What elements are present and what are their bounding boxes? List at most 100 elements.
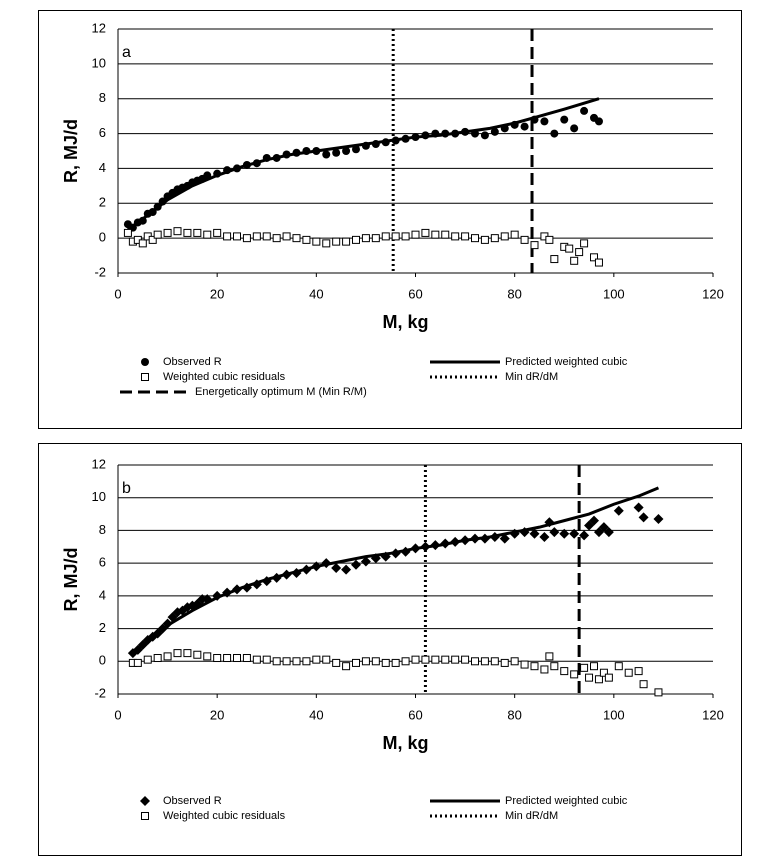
data-point: [580, 239, 589, 248]
data-point: [153, 654, 162, 663]
data-point: [272, 657, 281, 666]
data-point: [490, 234, 499, 243]
data-point: [292, 657, 301, 666]
y-tick-label: 6: [99, 555, 106, 570]
data-point: [153, 230, 162, 239]
data-point: [133, 658, 142, 667]
data-point: [585, 673, 594, 682]
data-point: [614, 662, 623, 671]
data-point: [322, 239, 331, 248]
data-point: [480, 657, 489, 666]
legend-label: Min dR/dM: [505, 371, 558, 383]
data-point: [575, 248, 584, 257]
data-point: [559, 528, 570, 539]
data-point: [599, 668, 608, 677]
data-point: [401, 657, 410, 666]
panel-label: b: [122, 480, 131, 497]
y-tick-label: 0: [99, 653, 106, 668]
legend-label: Weighted cubic residuals: [163, 371, 286, 383]
data-point: [262, 655, 271, 664]
x-tick-label: 40: [309, 707, 323, 722]
panel-frame: [38, 10, 742, 429]
panel-frame: [38, 443, 742, 856]
data-point: [223, 654, 232, 663]
data-point: [123, 228, 132, 237]
y-tick-label: 12: [92, 456, 106, 471]
data-point: [589, 515, 599, 526]
y-axis-label: R, MJ/d: [61, 119, 81, 183]
data-point: [322, 655, 331, 664]
data-point: [361, 234, 370, 243]
data-point: [545, 235, 554, 244]
data-point: [520, 235, 529, 244]
x-tick-label: 40: [309, 286, 323, 301]
x-tick-label: 60: [408, 707, 422, 722]
data-point: [352, 235, 360, 244]
data-point: [499, 533, 510, 544]
data-point: [550, 662, 559, 671]
y-tick-label: 10: [92, 55, 106, 70]
data-point: [604, 673, 613, 682]
data-point: [342, 662, 351, 671]
data-point: [480, 235, 489, 244]
x-tick-label: 20: [210, 707, 224, 722]
data-point: [391, 658, 400, 667]
data-point: [361, 657, 370, 666]
data-point: [638, 512, 649, 523]
y-tick-label: 6: [99, 125, 106, 140]
data-point: [590, 662, 598, 671]
data-point: [332, 237, 341, 246]
data-point: [322, 150, 331, 159]
data-point: [550, 255, 559, 264]
data-point: [411, 230, 420, 239]
data-point: [252, 655, 261, 664]
data-point: [421, 228, 430, 237]
data-point: [603, 527, 614, 538]
data-point: [223, 232, 232, 241]
data-point: [242, 234, 251, 243]
data-point: [530, 241, 539, 250]
legend-label: Energetically optimum M (Min R/M): [195, 386, 367, 398]
x-axis-label: M, kg: [382, 312, 428, 332]
data-point: [342, 237, 351, 246]
data-point: [292, 234, 301, 243]
data-point: [341, 564, 352, 575]
legend-label: Observed R: [163, 795, 222, 807]
legend-label: Min dR/dM: [505, 810, 558, 822]
data-point: [510, 230, 519, 239]
data-point: [282, 657, 291, 666]
data-point: [431, 230, 440, 239]
data-point: [510, 657, 519, 666]
data-point: [163, 228, 172, 237]
data-point: [262, 232, 271, 241]
fit-line: [131, 486, 660, 656]
data-point: [569, 528, 580, 539]
data-point: [490, 127, 499, 136]
data-point: [391, 232, 400, 241]
x-tick-label: 80: [507, 286, 521, 301]
data-point: [381, 658, 390, 667]
data-point: [421, 655, 430, 664]
data-point: [143, 655, 152, 664]
y-tick-label: 4: [99, 587, 106, 602]
data-point: [312, 237, 321, 246]
legend-label: Weighted cubic residuals: [163, 810, 286, 822]
x-tick-label: 20: [210, 286, 224, 301]
y-tick-label: 2: [99, 620, 106, 635]
y-tick-label: 10: [92, 489, 106, 504]
y-tick-label: 4: [99, 160, 106, 175]
data-point: [530, 662, 539, 671]
data-point: [545, 652, 554, 661]
data-point: [594, 675, 603, 684]
data-point: [183, 649, 192, 658]
data-point: [233, 232, 241, 241]
data-point: [580, 663, 589, 672]
x-tick-label: 0: [114, 286, 121, 301]
data-point: [500, 232, 509, 241]
data-point: [461, 655, 470, 664]
data-point: [579, 530, 590, 541]
x-tick-label: 100: [603, 707, 625, 722]
data-point: [549, 527, 560, 538]
data-point: [148, 235, 157, 244]
